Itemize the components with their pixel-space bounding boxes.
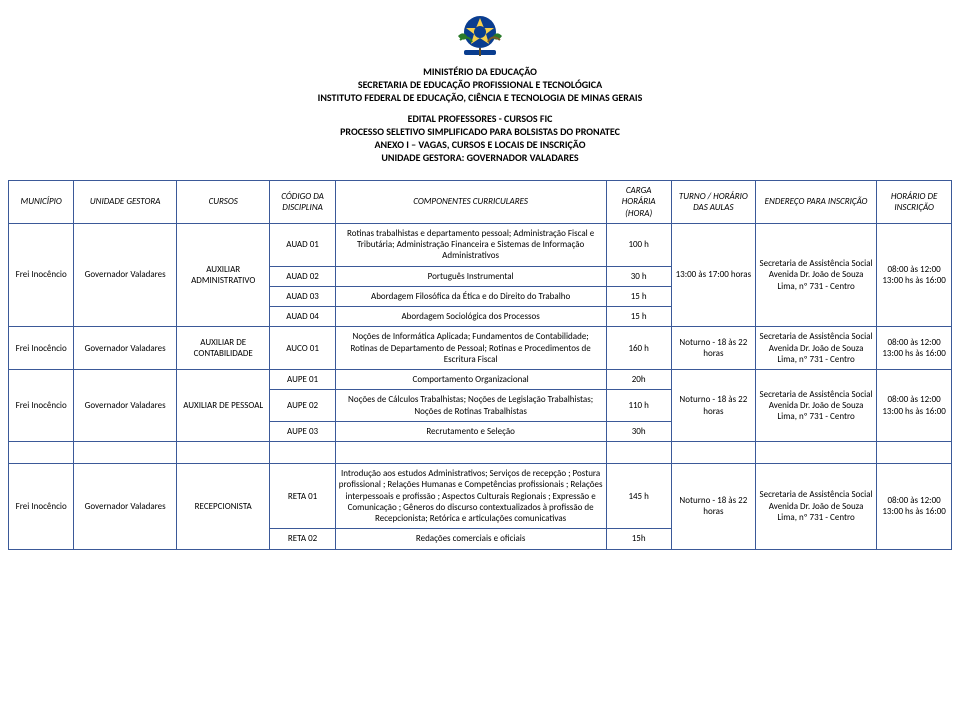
col-endereco: ENDEREÇO PARA INSCRIÇÃO	[755, 181, 876, 224]
cell-unidade: Governador Valadares	[74, 464, 177, 550]
cell-carga: 15 h	[606, 307, 671, 327]
cell-turno: Noturno - 18 às 22 horas	[671, 370, 755, 442]
cell-componentes: Comportamento Organizacional	[335, 370, 606, 390]
cell-componentes: Português Instrumental	[335, 266, 606, 286]
cell-turno: 13:00 às 17:00 horas	[671, 223, 755, 327]
logo-container	[8, 10, 952, 61]
cell-componentes: Recrutamento e Seleção	[335, 421, 606, 441]
cell-carga: 30h	[606, 421, 671, 441]
col-componentes: COMPONENTES CURRICULARES	[335, 181, 606, 224]
document-header: MINISTÉRIO DA EDUCAÇÃO SECRETARIA DE EDU…	[8, 65, 952, 164]
cell-municipio: Frei Inocêncio	[9, 327, 74, 370]
cell-horario: 08:00 às 12:00 13:00 hs às 16:00	[877, 327, 952, 370]
cell-carga: 20h	[606, 370, 671, 390]
cell-codigo: AUAD 02	[270, 266, 335, 286]
col-cursos: CURSOS	[177, 181, 270, 224]
cell-horario: 08:00 às 12:00 13:00 hs às 16:00	[877, 464, 952, 550]
cell-endereco: Secretaria de Assistência Social Avenida…	[755, 464, 876, 550]
header-institute: INSTITUTO FEDERAL DE EDUCAÇÃO, CIÊNCIA E…	[8, 91, 952, 104]
cell-componentes: Abordagem Sociológica dos Processos	[335, 307, 606, 327]
section-gap	[9, 442, 952, 464]
col-horario: HORÁRIO DE INSCRIÇÃO	[877, 181, 952, 224]
cell-carga: 110 h	[606, 390, 671, 422]
cell-unidade: Governador Valadares	[74, 327, 177, 370]
header-ministry: MINISTÉRIO DA EDUCAÇÃO	[8, 65, 952, 78]
cell-curso: AUXILIAR DE CONTABILIDADE	[177, 327, 270, 370]
header-processo: PROCESSO SELETIVO SIMPLIFICADO PARA BOLS…	[8, 125, 952, 138]
cell-unidade: Governador Valadares	[74, 223, 177, 327]
cell-turno: Noturno - 18 às 22 horas	[671, 327, 755, 370]
cell-carga: 30 h	[606, 266, 671, 286]
cell-carga: 160 h	[606, 327, 671, 370]
cell-codigo: AUAD 04	[270, 307, 335, 327]
cell-codigo: AUPE 01	[270, 370, 335, 390]
cell-carga: 145 h	[606, 464, 671, 529]
col-codigo: CÓDIGO DA DISCIPLINA	[270, 181, 335, 224]
cell-curso: AUXILIAR DE PESSOAL	[177, 370, 270, 442]
header-secretariat: SECRETARIA DE EDUCAÇÃO PROFISSIONAL E TE…	[8, 78, 952, 91]
col-turno: TURNO / HORÁRIO DAS AULAS	[671, 181, 755, 224]
cell-codigo: AUPE 02	[270, 390, 335, 422]
cell-carga: 15 h	[606, 286, 671, 306]
cell-horario: 08:00 às 12:00 13:00 hs às 16:00	[877, 223, 952, 327]
table-row: Frei Inocêncio Governador Valadares AUXI…	[9, 223, 952, 266]
cell-municipio: Frei Inocêncio	[9, 464, 74, 550]
cell-codigo: AUAD 01	[270, 223, 335, 266]
cell-horario: 08:00 às 12:00 13:00 hs às 16:00	[877, 370, 952, 442]
cell-carga: 100 h	[606, 223, 671, 266]
col-unidade: UNIDADE GESTORA	[74, 181, 177, 224]
cell-componentes: Redações comerciais e oficiais	[335, 529, 606, 549]
brazil-coat-of-arms-icon	[450, 10, 510, 58]
cell-endereco: Secretaria de Assistência Social Avenida…	[755, 370, 876, 442]
table-row: Frei Inocêncio Governador Valadares AUXI…	[9, 370, 952, 390]
cell-componentes: Rotinas trabalhistas e departamento pess…	[335, 223, 606, 266]
cell-codigo: RETA 01	[270, 464, 335, 529]
cell-componentes: Noções de Informática Aplicada; Fundamen…	[335, 327, 606, 370]
cell-endereco: Secretaria de Assistência Social Avenida…	[755, 223, 876, 327]
courses-table: MUNICÍPIO UNIDADE GESTORA CURSOS CÓDIGO …	[8, 180, 952, 550]
cell-municipio: Frei Inocêncio	[9, 370, 74, 442]
cell-codigo: AUCO 01	[270, 327, 335, 370]
cell-codigo: AUPE 03	[270, 421, 335, 441]
col-municipio: MUNICÍPIO	[9, 181, 74, 224]
cell-curso: RECEPCIONISTA	[177, 464, 270, 550]
cell-componentes: Abordagem Filosófica da Ética e do Direi…	[335, 286, 606, 306]
cell-unidade: Governador Valadares	[74, 370, 177, 442]
cell-codigo: AUAD 03	[270, 286, 335, 306]
table-row: Frei Inocêncio Governador Valadares RECE…	[9, 464, 952, 529]
document-page: MINISTÉRIO DA EDUCAÇÃO SECRETARIA DE EDU…	[0, 0, 960, 560]
cell-turno: Noturno - 18 às 22 horas	[671, 464, 755, 550]
cell-componentes: Noções de Cálculos Trabalhistas; Noções …	[335, 390, 606, 422]
cell-codigo: RETA 02	[270, 529, 335, 549]
table-row: Frei Inocêncio Governador Valadares AUXI…	[9, 327, 952, 370]
cell-endereco: Secretaria de Assistência Social Avenida…	[755, 327, 876, 370]
header-unidade: UNIDADE GESTORA: GOVERNADOR VALADARES	[8, 151, 952, 164]
header-edital: EDITAL PROFESSORES - CURSOS FIC	[8, 112, 952, 125]
table-header-row: MUNICÍPIO UNIDADE GESTORA CURSOS CÓDIGO …	[9, 181, 952, 224]
cell-carga: 15h	[606, 529, 671, 549]
cell-municipio: Frei Inocêncio	[9, 223, 74, 327]
col-carga: CARGA HORÁRIA (HORA)	[606, 181, 671, 224]
cell-curso: AUXILIAR ADMINISTRATIVO	[177, 223, 270, 327]
header-anexo: ANEXO I – VAGAS, CURSOS E LOCAIS DE INSC…	[8, 138, 952, 151]
cell-componentes: Introdução aos estudos Administrativos; …	[335, 464, 606, 529]
